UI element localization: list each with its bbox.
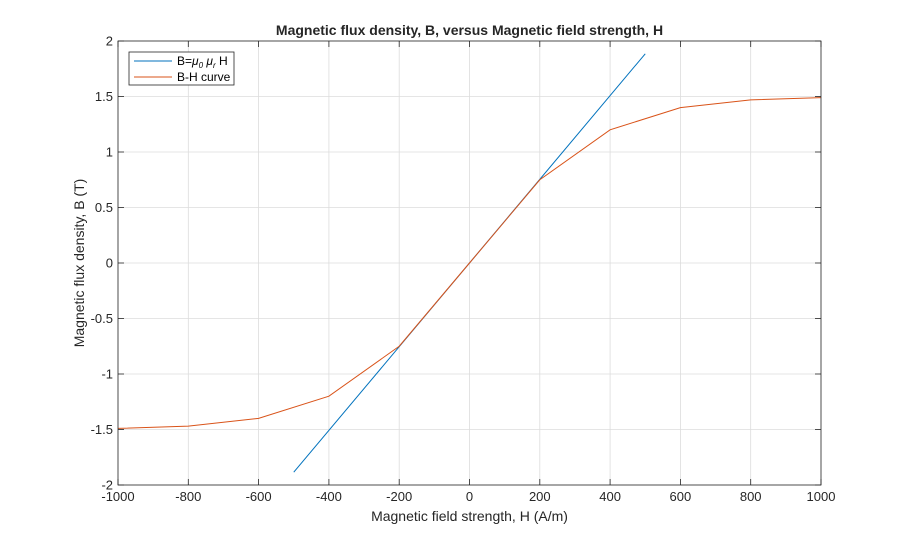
legend-label-0-sub0: 0	[199, 61, 204, 70]
y-tick-label: 2	[106, 34, 113, 49]
x-tick-label: 400	[599, 489, 621, 504]
x-tick-label: -600	[246, 489, 272, 504]
legend-label-0-mu: μ	[191, 54, 199, 68]
y-tick-label: 1.5	[95, 89, 113, 104]
y-tick-label: -2	[101, 478, 113, 493]
y-tick-label: -1.5	[91, 422, 113, 437]
legend-label-1: B-H curve	[177, 70, 231, 84]
y-tick-label: -0.5	[91, 311, 113, 326]
x-tick-label: -1000	[101, 489, 134, 504]
y-tick-label: 1	[106, 145, 113, 160]
series-layer	[117, 53, 822, 473]
x-tick-label: -400	[316, 489, 342, 504]
x-tick-label: 800	[740, 489, 762, 504]
x-tick-label: 0	[466, 489, 473, 504]
x-tick-label: 600	[670, 489, 692, 504]
axis-ticks	[117, 40, 822, 486]
y-tick-label: -1	[101, 367, 113, 382]
legend-label-0-suffix: H	[216, 54, 228, 68]
chart-title: Magnetic flux density, B, versus Magneti…	[276, 22, 663, 38]
x-tick-label: 200	[529, 489, 551, 504]
x-tick-label: -200	[386, 489, 412, 504]
tick-labels: -1000 -800 -600 -400 -200 0 200 400 600 800 1000-2…	[91, 34, 836, 505]
legend-label-0: B=μ0 μr H	[177, 54, 228, 70]
series-line-1	[117, 97, 822, 429]
legend-label-0-prefix: B=	[177, 54, 192, 68]
y-tick-label: 0.5	[95, 200, 113, 215]
y-axis-label: Magnetic flux density, B (T)	[71, 179, 87, 348]
x-tick-label: -800	[175, 489, 201, 504]
legend: B=μ0 μr H B-H curve	[128, 51, 235, 86]
x-axis-label: Magnetic field strength, H (A/m)	[371, 508, 568, 524]
legend-label-0-sub-r: r	[213, 61, 216, 70]
y-tick-label: 0	[106, 256, 113, 271]
legend-box	[128, 51, 235, 86]
legend-label-0-mu-r: μ	[205, 54, 213, 68]
x-tick-label: 1000	[807, 489, 836, 504]
